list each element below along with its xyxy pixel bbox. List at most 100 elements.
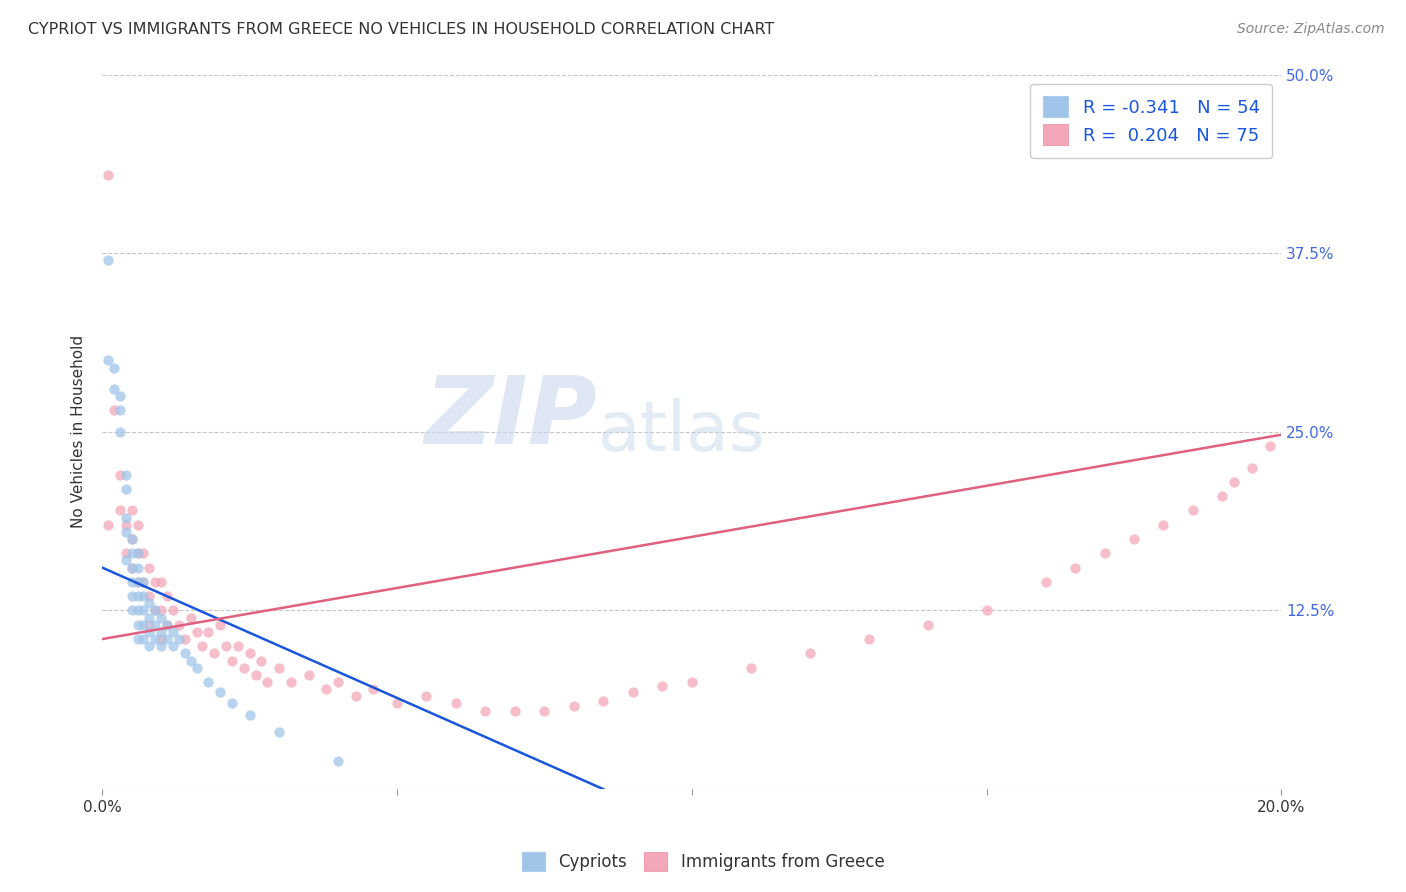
Point — [132, 589, 155, 603]
Point — [209, 617, 232, 632]
Point — [221, 697, 243, 711]
Point — [132, 546, 155, 560]
Point — [150, 603, 173, 617]
Point — [503, 704, 526, 718]
Point — [1258, 439, 1281, 453]
Point — [127, 589, 149, 603]
Point — [138, 560, 160, 574]
Point — [108, 467, 131, 482]
Point — [651, 679, 673, 693]
Point — [97, 353, 120, 368]
Legend: Cypriots, Immigrants from Greece: Cypriots, Immigrants from Greece — [513, 843, 893, 880]
Point — [197, 675, 219, 690]
Point — [385, 697, 408, 711]
Point — [1223, 475, 1246, 489]
Point — [415, 690, 437, 704]
Point — [138, 639, 160, 653]
Point — [108, 389, 131, 403]
Point — [226, 639, 249, 653]
Point — [150, 574, 173, 589]
Point — [533, 704, 555, 718]
Text: ZIP: ZIP — [425, 372, 598, 464]
Point — [315, 682, 337, 697]
Point — [191, 639, 214, 653]
Point — [138, 589, 160, 603]
Point — [132, 574, 155, 589]
Point — [114, 510, 136, 524]
Point — [127, 617, 149, 632]
Legend: R = -0.341   N = 54, R =  0.204   N = 75: R = -0.341 N = 54, R = 0.204 N = 75 — [1031, 84, 1272, 158]
Point — [121, 560, 143, 574]
Point — [976, 603, 998, 617]
Point — [121, 574, 143, 589]
Point — [202, 646, 225, 660]
Point — [138, 610, 160, 624]
Point — [108, 503, 131, 517]
Point — [799, 646, 821, 660]
Text: CYPRIOT VS IMMIGRANTS FROM GREECE NO VEHICLES IN HOUSEHOLD CORRELATION CHART: CYPRIOT VS IMMIGRANTS FROM GREECE NO VEH… — [28, 22, 775, 37]
Point — [114, 524, 136, 539]
Point — [143, 632, 166, 646]
Point — [363, 682, 385, 697]
Point — [121, 503, 143, 517]
Point — [173, 646, 195, 660]
Point — [127, 574, 149, 589]
Point — [239, 646, 262, 660]
Point — [326, 675, 349, 690]
Point — [127, 546, 149, 560]
Point — [127, 560, 149, 574]
Point — [150, 624, 173, 639]
Point — [221, 653, 243, 667]
Point — [132, 632, 155, 646]
Point — [156, 617, 179, 632]
Point — [114, 482, 136, 496]
Point — [132, 574, 155, 589]
Point — [1094, 546, 1116, 560]
Point — [97, 517, 120, 532]
Point — [138, 617, 160, 632]
Point — [1211, 489, 1233, 503]
Point — [250, 653, 273, 667]
Point — [150, 639, 173, 653]
Point — [127, 574, 149, 589]
Point — [143, 603, 166, 617]
Point — [156, 632, 179, 646]
Point — [239, 707, 262, 722]
Point — [267, 725, 290, 739]
Point — [121, 546, 143, 560]
Point — [143, 574, 166, 589]
Point — [167, 617, 190, 632]
Point — [344, 690, 367, 704]
Point — [138, 624, 160, 639]
Point — [108, 425, 131, 439]
Point — [127, 632, 149, 646]
Point — [127, 546, 149, 560]
Point — [156, 589, 179, 603]
Point — [132, 617, 155, 632]
Point — [256, 675, 278, 690]
Point — [592, 693, 614, 707]
Point — [232, 660, 254, 674]
Point — [103, 382, 125, 396]
Point — [114, 553, 136, 567]
Point — [121, 532, 143, 546]
Point — [474, 704, 496, 718]
Text: atlas: atlas — [598, 399, 765, 466]
Point — [297, 668, 319, 682]
Text: Source: ZipAtlas.com: Source: ZipAtlas.com — [1237, 22, 1385, 37]
Point — [138, 596, 160, 610]
Point — [1064, 560, 1087, 574]
Point — [186, 624, 208, 639]
Point — [180, 653, 202, 667]
Point — [156, 617, 179, 632]
Point — [1123, 532, 1146, 546]
Point — [197, 624, 219, 639]
Point — [173, 632, 195, 646]
Point — [267, 660, 290, 674]
Point — [162, 603, 184, 617]
Point — [150, 610, 173, 624]
Point — [121, 589, 143, 603]
Point — [121, 560, 143, 574]
Point — [280, 675, 302, 690]
Point — [103, 403, 125, 417]
